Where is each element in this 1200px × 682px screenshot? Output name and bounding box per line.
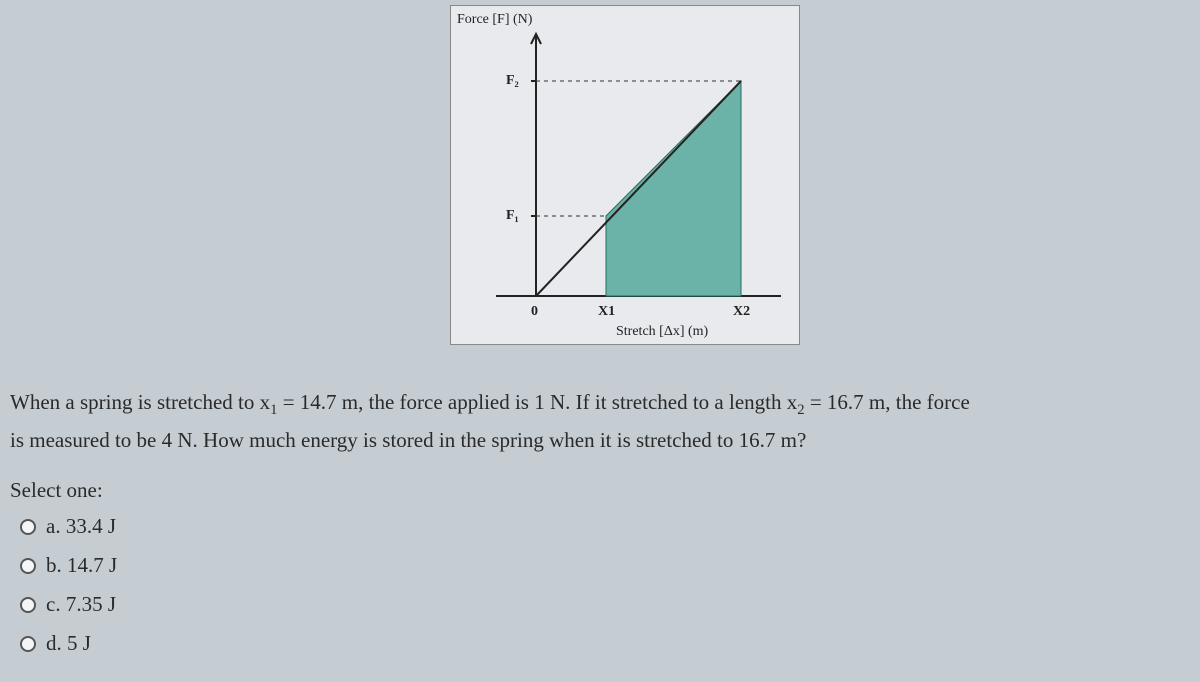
radio-icon[interactable] — [20, 558, 36, 574]
x-tick-x1: X1 — [598, 304, 615, 320]
select-one-label: Select one: — [10, 478, 103, 503]
x-tick-0: 0 — [531, 304, 538, 320]
radio-icon[interactable] — [20, 519, 36, 535]
y-tick-f1: F₁ — [506, 208, 519, 224]
question-text: When a spring is stretched to x1 = 14.7 … — [10, 385, 1190, 459]
chart-svg — [451, 6, 801, 346]
option-a[interactable]: a. 33.4 J — [20, 514, 117, 539]
x-tick-x2: X2 — [733, 304, 750, 320]
y-axis-title: Force [F] (N) — [457, 12, 532, 28]
option-c[interactable]: c. 7.35 J — [20, 592, 117, 617]
option-label: a. 33.4 J — [46, 514, 116, 539]
q-part2: = 14.7 m, the force applied is 1 N. If i… — [277, 390, 797, 414]
q-line2: is measured to be 4 N. How much energy i… — [10, 428, 806, 452]
q-part3: = 16.7 m, the force — [805, 390, 970, 414]
q-sub2: 2 — [797, 402, 804, 418]
option-label: d. 5 J — [46, 631, 91, 656]
option-b[interactable]: b. 14.7 J — [20, 553, 117, 578]
option-label: b. 14.7 J — [46, 553, 117, 578]
option-label: c. 7.35 J — [46, 592, 116, 617]
radio-icon[interactable] — [20, 636, 36, 652]
option-d[interactable]: d. 5 J — [20, 631, 117, 656]
y-tick-f2: F₂ — [506, 73, 519, 89]
radio-icon[interactable] — [20, 597, 36, 613]
options-list: a. 33.4 J b. 14.7 J c. 7.35 J d. 5 J — [20, 514, 117, 670]
q-part1: When a spring is stretched to x — [10, 390, 270, 414]
force-stretch-chart: Force [F] (N) F₂ F₁ 0 X1 X2 Stretch [Δx]… — [450, 5, 800, 345]
x-axis-title: Stretch [Δx] (m) — [616, 324, 708, 340]
